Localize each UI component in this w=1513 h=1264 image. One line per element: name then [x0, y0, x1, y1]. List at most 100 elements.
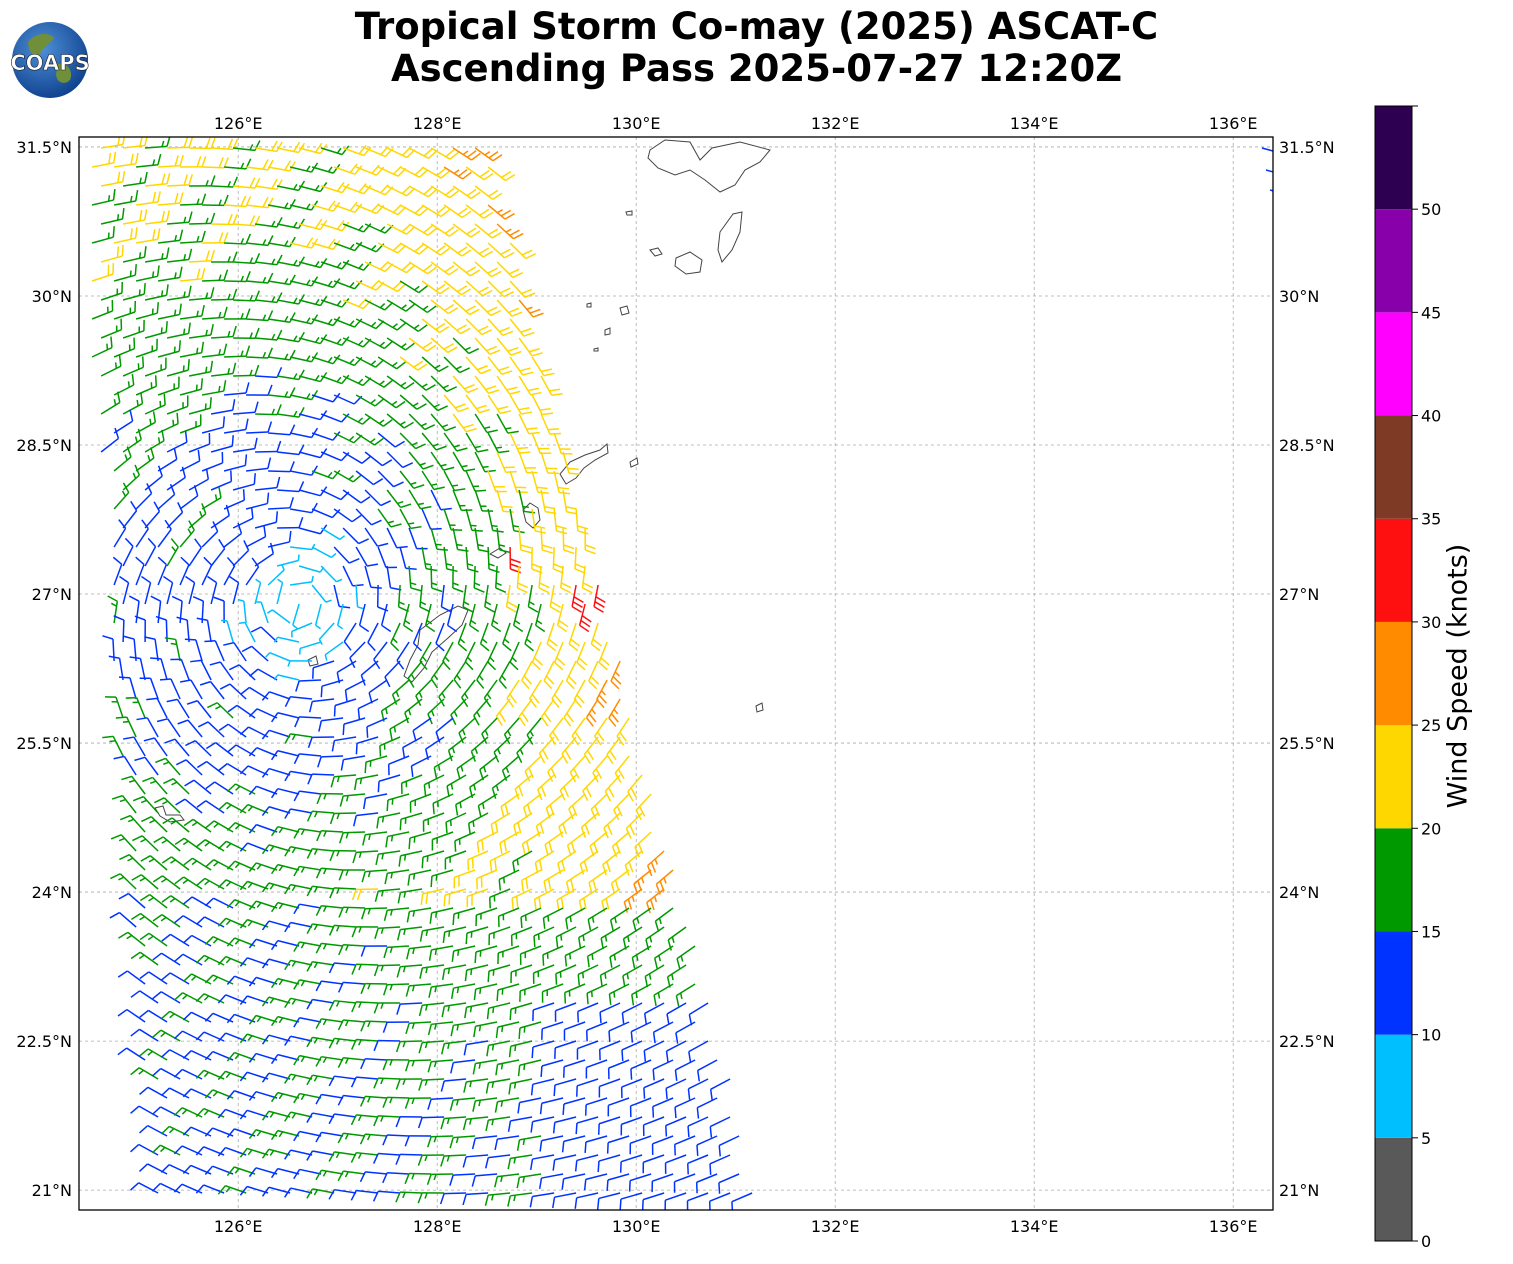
lat-tick-label-right: 31.5°N [1279, 138, 1335, 157]
wind-barb [109, 911, 137, 928]
wind-barb [188, 397, 212, 415]
wind-barb [333, 508, 362, 523]
wind-barb [467, 850, 489, 871]
wind-barb [452, 489, 473, 512]
wind-barb [561, 736, 577, 764]
wind-barb [157, 303, 182, 320]
wind-barb [487, 204, 515, 220]
wind-barb [173, 1107, 203, 1118]
globe-logo-icon: COAPS [10, 22, 90, 98]
wind-barb [293, 1092, 322, 1104]
wind-barb [189, 137, 216, 150]
wind-barb [273, 674, 300, 681]
wind-barb [100, 208, 125, 225]
wind-barb [352, 812, 379, 827]
wind-barb [144, 357, 167, 377]
wind-barb [386, 223, 416, 235]
wind-barb [201, 486, 222, 510]
wind-barb [665, 1078, 687, 1100]
wind-barb [623, 888, 643, 913]
lat-tick-label-right: 25.5°N [1279, 734, 1335, 753]
wind-barb [100, 391, 121, 415]
wind-barb [144, 537, 157, 567]
wind-barb [122, 283, 146, 301]
wind-barb [645, 926, 665, 951]
wind-barb [179, 341, 205, 358]
wind-barb [446, 774, 467, 798]
wind-barb [249, 668, 278, 681]
wind-barb [107, 595, 119, 624]
wind-barb [558, 812, 577, 838]
wind-barb [268, 349, 296, 361]
wind-barb [545, 793, 564, 819]
wind-barb [153, 836, 181, 852]
wind-barb [211, 213, 238, 226]
wind-barb [385, 831, 410, 848]
colorbar-segment [1375, 828, 1412, 932]
wind-barb [417, 1154, 445, 1166]
wind-barb [166, 538, 179, 567]
wind-barb [150, 657, 168, 681]
wind-barb [360, 945, 388, 957]
wind-barb [179, 520, 195, 548]
colorbar-segment [1375, 106, 1412, 210]
wind-barb [358, 603, 370, 633]
wind-barb [430, 299, 459, 315]
wind-barb [554, 1002, 577, 1022]
wind-barb [361, 907, 388, 920]
wind-barb [376, 812, 401, 829]
wind-barb [144, 429, 165, 453]
wind-barb [333, 470, 363, 483]
wind-barb [122, 500, 138, 529]
wind-barb [458, 717, 476, 744]
wind-barb [440, 584, 452, 613]
wind-barb [472, 1059, 498, 1075]
wind-barb [379, 736, 401, 757]
wind-barb [552, 1116, 577, 1134]
wind-barb [195, 993, 225, 1004]
wind-barb [512, 603, 524, 633]
wind-barb [254, 542, 275, 567]
wind-barb [154, 797, 181, 814]
wind-barb [633, 869, 652, 895]
wind-barb [179, 304, 205, 320]
wind-barb [100, 170, 126, 187]
wind-barb [487, 318, 514, 337]
wind-barb [718, 1135, 740, 1157]
wind-barb [204, 897, 234, 909]
wind-barb [540, 413, 561, 435]
wind-barb [122, 428, 142, 453]
wind-barb [447, 736, 467, 762]
wind-barb [188, 360, 214, 377]
wind-barb [138, 1163, 168, 1175]
wind-barb [465, 204, 494, 219]
wind-barb [546, 622, 558, 652]
lat-tick-label-left: 24°N [32, 883, 72, 902]
wind-barb [509, 641, 520, 671]
wind-barb [421, 242, 450, 256]
colorbar-segment [1375, 1034, 1412, 1138]
wind-barb [312, 660, 335, 679]
wind-barb [609, 945, 630, 968]
wind-barb [182, 1011, 212, 1023]
wind-barb [451, 945, 476, 962]
wind-barb [599, 1002, 621, 1024]
wind-barb [464, 641, 476, 671]
wind-barb [522, 793, 542, 819]
wind-barb [315, 905, 344, 916]
wind-barb [476, 831, 498, 853]
wind-barb [290, 575, 314, 586]
wind-barb [582, 774, 599, 802]
wind-barb [210, 435, 234, 453]
wind-barb [453, 869, 476, 889]
wind-barb [139, 1048, 168, 1061]
wind-barb [183, 857, 212, 871]
wind-barb [122, 246, 147, 263]
colorbar-tick-label: 5 [1421, 1129, 1431, 1148]
lon-tick-label-bottom: 126°E [214, 1217, 263, 1236]
wind-barb [261, 806, 291, 817]
wind-barb [157, 483, 176, 510]
wind-barb [265, 652, 291, 662]
wind-barb [311, 200, 341, 212]
wind-barb [135, 447, 155, 472]
